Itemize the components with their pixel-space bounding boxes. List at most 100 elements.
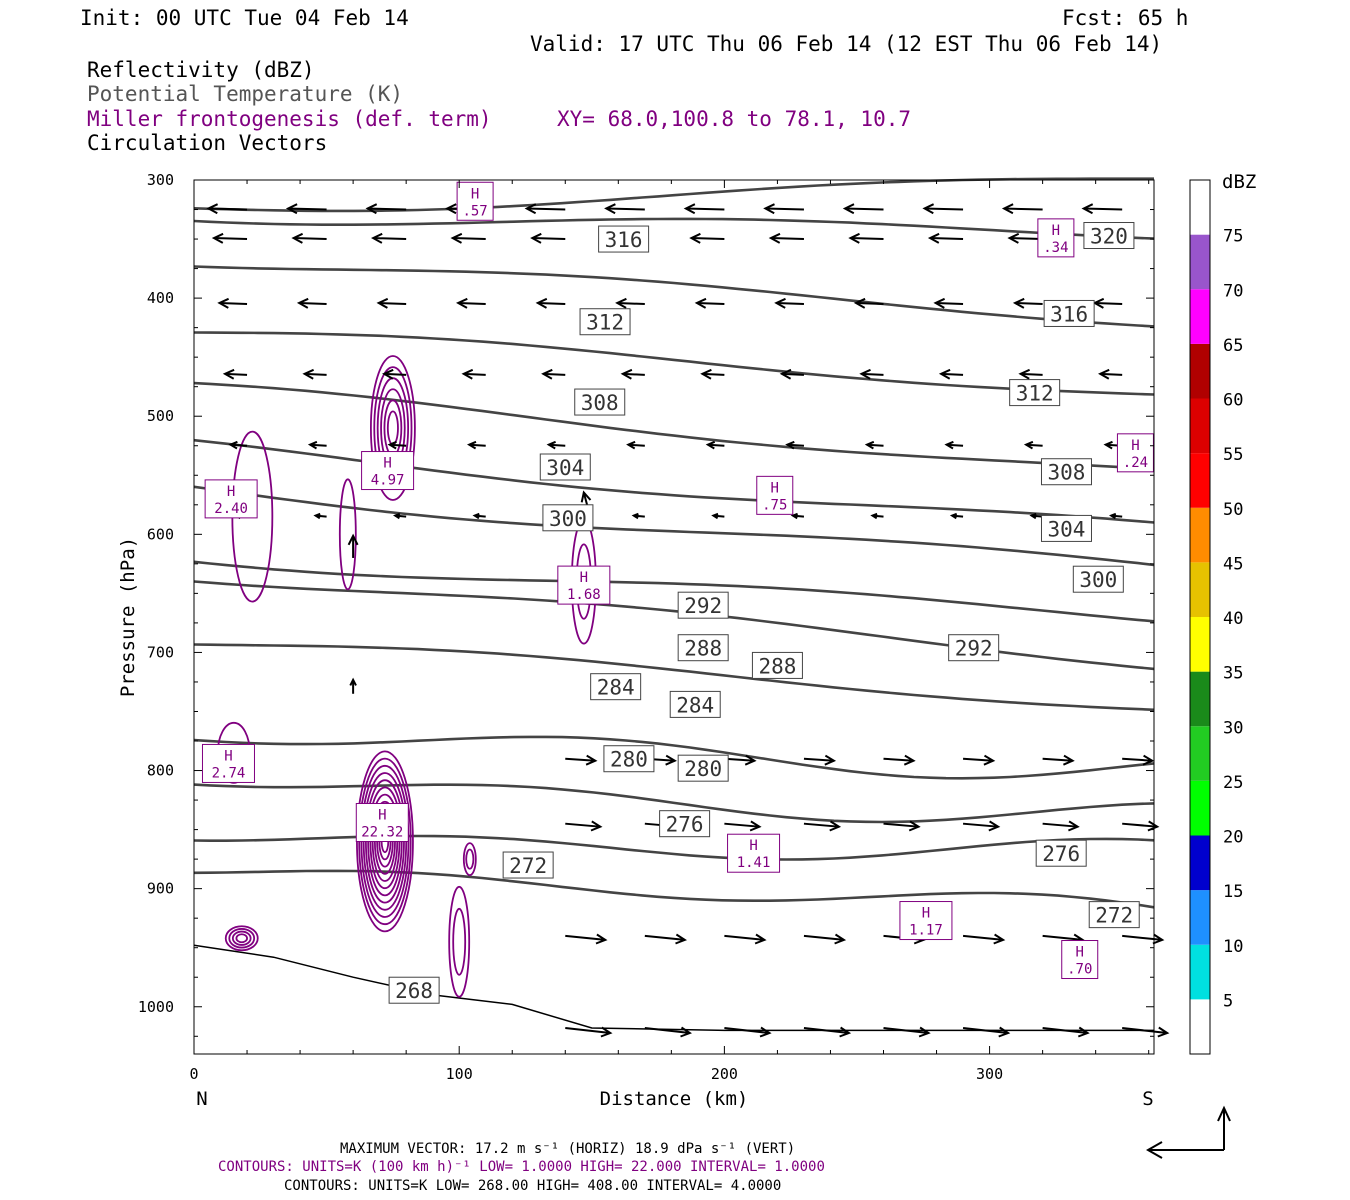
vector-head: [1103, 440, 1113, 450]
vector-head: [859, 368, 871, 380]
fronto-max-label: H1.17: [899, 901, 953, 941]
theta-label: 308: [574, 388, 626, 416]
circulation-vector: [1098, 368, 1123, 380]
vector-head: [376, 297, 389, 309]
circulation-vector: [763, 203, 804, 215]
vector-head: [1068, 820, 1080, 832]
vector-head: [206, 203, 219, 215]
vector-head: [349, 677, 357, 686]
y-tick-label: 500: [147, 407, 174, 425]
vector-head: [590, 820, 603, 832]
circulation-vector: [376, 297, 407, 309]
fronto-max-value: .70: [1067, 962, 1092, 978]
vector-head: [763, 203, 775, 215]
vector-head: [938, 368, 951, 380]
x-tick-label: 0: [189, 1065, 198, 1083]
circulation-vector: [365, 203, 407, 215]
theta-label-box: [1072, 565, 1124, 593]
vector-head: [1142, 754, 1155, 766]
theta-label-text: 280: [684, 757, 722, 781]
circulation-vector: [1001, 203, 1043, 215]
colorbar-level-label: 35: [1223, 664, 1243, 684]
colorbar-frame: [1189, 179, 1211, 1055]
vector-head: [291, 232, 304, 244]
x-tick-label: 300: [976, 1065, 1003, 1083]
theta-label-text: 284: [597, 676, 635, 700]
fronto-contour-surface: [235, 933, 248, 944]
vector-head: [785, 440, 795, 450]
theta-contour-line: [193, 217, 1155, 240]
vector-shaft: [844, 207, 884, 211]
vector-head: [918, 1026, 931, 1038]
circulation-vector: [604, 203, 645, 215]
theta-label-text: 276: [1042, 842, 1080, 866]
fronto-max-value: .57: [462, 203, 487, 219]
circulation-vector: [302, 368, 327, 380]
plot-frame: [193, 179, 1155, 1055]
circulation-vector: [779, 368, 804, 380]
vector-shaft: [378, 302, 407, 306]
theta-label-text: 304: [1048, 517, 1086, 541]
circulation-vector: [296, 297, 327, 309]
vector-head: [472, 512, 480, 520]
vector-shaft: [565, 1027, 611, 1035]
vector-shaft: [1083, 207, 1123, 211]
circulation-vector: [962, 754, 996, 766]
vector-shaft: [1122, 757, 1153, 762]
north-label: N: [196, 1088, 207, 1110]
vector-head: [393, 512, 401, 520]
vector-head: [296, 297, 309, 309]
colorbar-bin: [1190, 289, 1210, 344]
theta-contour-line: [193, 834, 1155, 861]
vector-head: [749, 820, 762, 832]
colorbar-level-label: 65: [1223, 336, 1243, 356]
circulation-vector: [615, 297, 645, 309]
vector-shaft: [962, 1027, 1009, 1035]
vector-shaft: [724, 1027, 770, 1035]
theta-label-box: [598, 225, 650, 253]
vector-head: [744, 754, 757, 766]
vector-head: [689, 232, 701, 244]
vector-head: [530, 232, 542, 244]
vector-shaft: [452, 237, 486, 241]
circulation-vector: [217, 297, 248, 309]
fronto-max-label: H.34: [1037, 218, 1075, 258]
circulation-vector: [1042, 754, 1075, 766]
vector-head: [211, 232, 224, 244]
vector-shaft: [288, 207, 327, 211]
vector-head: [839, 1026, 852, 1038]
plot-area: 320 316 316 312 312 308 308 304 304 300 300 292 292 2…: [138, 171, 1170, 1083]
colorbar-level-label: 15: [1223, 882, 1243, 902]
theta-label-text: 316: [1050, 302, 1088, 326]
theta-label-box: [1035, 839, 1087, 867]
circulation-vector: [349, 677, 357, 694]
vector-shaft: [1042, 757, 1073, 762]
circulation-vector: [450, 232, 486, 244]
fronto-max-value: 2.40: [214, 501, 248, 517]
vector-head: [371, 232, 383, 244]
fronto-contour-ring: [465, 848, 475, 870]
vector-shaft: [724, 822, 760, 828]
circulation-vector: [393, 512, 407, 520]
vector-shaft: [1009, 237, 1043, 241]
circulation-vector: [1092, 297, 1123, 309]
vector-shaft: [389, 443, 407, 447]
vector-head: [222, 368, 235, 380]
x-tick-label: 100: [446, 1065, 473, 1083]
colorbar-level-label: 25: [1223, 773, 1243, 793]
vector-head: [217, 297, 230, 309]
circulation-vector: [1122, 933, 1165, 945]
theta-label: 304: [1040, 514, 1092, 542]
theta-label-text: 316: [605, 228, 643, 252]
theta-label-text: 272: [1095, 904, 1133, 928]
x-axis-label: Distance (km): [600, 1088, 749, 1110]
fronto-max-label: H22.32: [355, 803, 409, 843]
vector-head: [535, 297, 548, 309]
vector-shaft: [883, 757, 914, 762]
colorbar-level-label: 50: [1223, 500, 1243, 520]
reflectivity-colorbar: 5 10 15 20 25 30 35 40 45 50 55 60 65 70 75: [1189, 179, 1243, 1055]
circulation-vector: [530, 232, 566, 244]
fronto-max-box: [899, 901, 953, 941]
circulation-vector: [347, 533, 359, 558]
